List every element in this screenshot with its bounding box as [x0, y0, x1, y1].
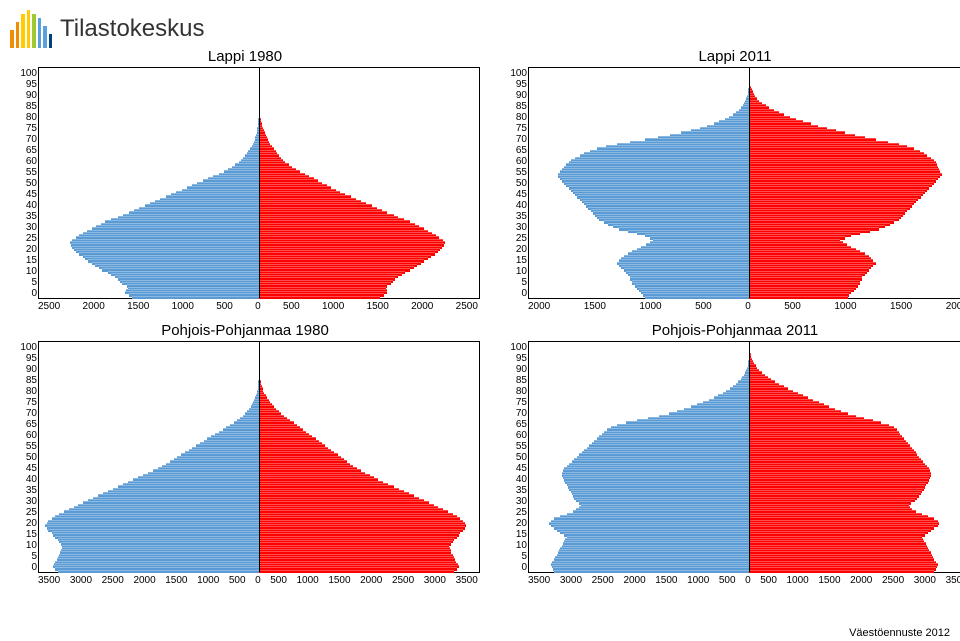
- pyramid-chart: 1009590858075706560555045403530252015105…: [528, 67, 960, 299]
- y-axis: 1009590858075706560555045403530252015105…: [13, 68, 37, 298]
- pyramid-chart: 1009590858075706560555045403530252015105…: [38, 67, 480, 299]
- x-axis: 3500300025002000150010005000500100015002…: [38, 575, 478, 586]
- y-axis: 1009590858075706560555045403530252015105…: [503, 68, 527, 298]
- x-axis: 250020001500100050005001000150020002500: [38, 301, 478, 312]
- footer-note: Väestöennuste 2012: [849, 627, 950, 639]
- y-axis: 1009590858075706560555045403530252015105…: [13, 342, 37, 572]
- x-axis: 2000150010005000500100015002000: [528, 301, 960, 312]
- chart-title: Lappi 2011: [500, 48, 960, 65]
- brand-name: Tilastokeskus: [60, 15, 205, 43]
- chart-title: Lappi 1980: [10, 48, 480, 65]
- pyramid-chart: 1009590858075706560555045403530252015105…: [528, 341, 960, 573]
- chart-grid: Lappi 1980 100959085807570656055504540353…: [10, 48, 950, 586]
- x-axis: 3500300025002000150010005000500100015002…: [528, 575, 960, 586]
- chart-title: Pohjois-Pohjanmaa 2011: [500, 322, 960, 339]
- pyramid-chart: 1009590858075706560555045403530252015105…: [38, 341, 480, 573]
- y-axis: 1009590858075706560555045403530252015105…: [503, 342, 527, 572]
- chart-container: Pohjois-Pohjanmaa 2011 100959085807570656…: [500, 322, 960, 586]
- logo: [10, 10, 52, 48]
- chart-container: Lappi 2011 100959085807570656055504540353…: [500, 48, 960, 312]
- chart-container: Lappi 1980 100959085807570656055504540353…: [10, 48, 480, 312]
- header: Tilastokeskus: [10, 10, 950, 48]
- chart-container: Pohjois-Pohjanmaa 1980 100959085807570656…: [10, 322, 480, 586]
- chart-title: Pohjois-Pohjanmaa 1980: [10, 322, 480, 339]
